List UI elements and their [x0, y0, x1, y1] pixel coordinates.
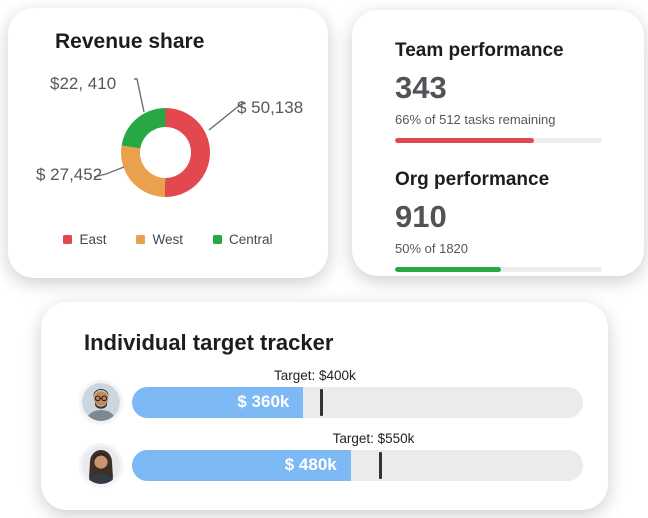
org-performance-value: 910	[395, 199, 447, 235]
progress-bar-user-1[interactable]: $ 360k Target: $400k	[132, 368, 583, 418]
avatar-user-2	[82, 446, 120, 484]
org-performance-title: Org performance	[395, 169, 550, 191]
progress-fill-user-1: $ 360k	[132, 386, 304, 418]
target-tick-user-2	[378, 451, 382, 479]
legend-label-west: West	[152, 232, 183, 247]
avatar-user-1	[82, 383, 120, 421]
legend-swatch-east	[63, 235, 73, 244]
donut-chart[interactable]	[121, 108, 210, 197]
team-progress-bar	[395, 138, 602, 144]
revenue-share-card: Revenue share $22, 410 $ 50,138 $ 27,452…	[8, 8, 328, 278]
legend-item-west[interactable]: West	[136, 232, 183, 247]
value-label-user-1: $ 360k	[237, 392, 290, 411]
org-progress-fill	[395, 267, 501, 273]
legend-swatch-central	[213, 235, 222, 244]
target-tick-user-1	[319, 388, 323, 416]
performance-card: Team performance 343 66% of 512 tasks re…	[352, 10, 644, 276]
value-label-user-2: $ 480k	[284, 455, 337, 474]
team-performance-subtitle: 66% of 512 tasks remaining	[395, 112, 556, 128]
target-tracker-title: Individual target tracker	[84, 330, 334, 355]
legend-item-central[interactable]: Central	[213, 232, 273, 247]
revenue-share-title: Revenue share	[55, 30, 205, 53]
progress-fill-user-2: $ 480k	[132, 449, 351, 481]
tracker-row-user-2: $ 480k Target: $550k	[82, 431, 583, 484]
legend-label-east: East	[79, 232, 107, 247]
progress-bar-user-2[interactable]: $ 480k Target: $550k	[132, 431, 583, 481]
target-label-user-1: Target: $400k	[273, 367, 356, 383]
org-performance-subtitle: 50% of 1820	[395, 241, 469, 257]
slice-label-east: $ 50,138	[237, 98, 304, 117]
legend-label-central: Central	[229, 232, 273, 247]
team-progress-fill	[395, 138, 534, 144]
team-performance-title: Team performance	[395, 40, 564, 61]
slice-label-west: $ 27,452	[36, 165, 103, 184]
tracker-row-user-1: $ 360k Target: $400k	[82, 368, 583, 421]
org-progress-bar	[395, 267, 602, 273]
slice-label-central: $22, 410	[50, 74, 117, 93]
target-tracker-card: Individual target tracker $ 360k	[41, 302, 608, 510]
legend-swatch-west	[136, 235, 146, 244]
chart-legend: East West Central	[8, 232, 328, 247]
legend-item-east[interactable]: East	[63, 232, 106, 247]
team-performance-value: 343	[395, 70, 447, 105]
target-label-user-2: Target: $550k	[332, 430, 415, 446]
